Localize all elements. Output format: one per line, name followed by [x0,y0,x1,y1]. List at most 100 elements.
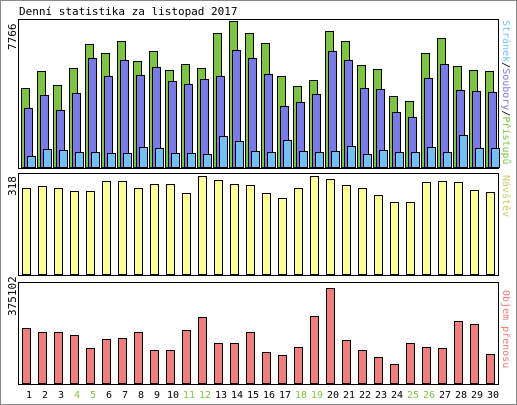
bar-middle-n-v-t-v-12 [198,176,207,275]
panel-middle-frame [18,173,499,276]
bar-top-str-nek-27 [443,152,452,168]
x-label-10: 10 [167,390,179,401]
bar-middle-n-v-t-v-27 [438,181,447,275]
top-ymax-label: 7766 [6,24,19,51]
x-label-16: 16 [263,390,275,401]
bar-middle-n-v-t-v-17 [278,198,287,275]
bar-bottom-objem-p-enosu-12 [198,317,207,384]
x-label-17: 17 [279,390,291,401]
bar-middle-n-v-t-v-20 [326,179,335,275]
bar-middle-n-v-t-v-23 [374,195,383,275]
bar-top-str-nek-14 [235,141,244,168]
x-label-18: 18 [295,390,307,401]
bar-middle-n-v-t-v-6 [102,181,111,275]
bar-bottom-objem-p-enosu-6 [102,339,111,384]
bar-bottom-objem-p-enosu-17 [278,355,287,384]
x-label-29: 29 [471,390,483,401]
bar-bottom-objem-p-enosu-18 [294,347,303,384]
x-label-15: 15 [247,390,259,401]
bar-bottom-objem-p-enosu-21 [342,340,351,384]
bar-middle-n-v-t-v-21 [342,185,351,275]
bar-bottom-objem-p-enosu-26 [422,347,431,384]
bar-middle-n-v-t-v-22 [358,188,367,275]
bar-bottom-objem-p-enosu-19 [310,316,319,384]
bar-top-str-nek-19 [315,152,324,168]
bar-middle-n-v-t-v-3 [54,188,63,275]
bar-middle-n-v-t-v-2 [38,186,47,275]
bar-middle-n-v-t-v-15 [246,185,255,275]
x-label-4: 4 [74,390,80,401]
bar-middle-n-v-t-v-9 [150,184,159,275]
x-label-3: 3 [58,390,64,401]
bar-top-soubory-7 [120,60,129,168]
bar-bottom-objem-p-enosu-22 [358,350,367,384]
bottom-ymax-label: 375102 [6,276,19,316]
bar-top-str-nek-15 [251,151,260,168]
bottom-legend: Objem přenosu [500,290,512,368]
panel-bottom-bars [22,288,495,384]
bar-top-str-nek-6 [107,153,116,168]
bar-middle-n-v-t-v-11 [182,193,191,275]
middle-legend: Návštěv [500,175,512,217]
x-label-12: 12 [199,390,211,401]
x-label-26: 26 [423,390,435,401]
x-label-2: 2 [42,390,48,401]
x-label-25: 25 [407,390,419,401]
bar-bottom-objem-p-enosu-15 [246,332,255,384]
panel-middle-bars [22,176,495,275]
bar-top-str-nek-7 [123,153,132,168]
bar-top-soubory-20 [328,51,337,168]
bar-middle-n-v-t-v-26 [422,182,431,275]
bar-middle-n-v-t-v-28 [454,182,463,275]
bar-middle-n-v-t-v-19 [310,176,319,275]
bar-bottom-objem-p-enosu-1 [22,328,31,384]
bar-top-str-nek-12 [203,154,212,168]
bar-top-str-nek-21 [347,146,356,168]
x-label-24: 24 [391,390,403,401]
bar-bottom-objem-p-enosu-3 [54,332,63,384]
bar-middle-n-v-t-v-24 [390,202,399,275]
bar-middle-n-v-t-v-18 [294,188,303,275]
bar-top-str-nek-1 [27,156,36,168]
bar-bottom-objem-p-enosu-25 [406,343,415,384]
bar-top-str-nek-18 [299,151,308,168]
x-label-9: 9 [154,390,160,401]
bar-bottom-objem-p-enosu-5 [86,348,95,384]
x-label-1: 1 [26,390,32,401]
middle-ymax-label: 318 [6,176,19,196]
x-label-14: 14 [231,390,243,401]
bar-middle-n-v-t-v-30 [486,192,495,275]
panel-top-bars [21,21,500,168]
bar-middle-n-v-t-v-16 [262,193,271,275]
panel-top-frame [18,19,499,169]
x-axis-labels: 1 2 3 4 5 6 7 8 9 10 11 12 13 14 15 16 17 18 19 20 21 22 23 24 2… [26,390,499,401]
bar-top-str-nek-28 [459,135,468,168]
bar-top-str-nek-3 [59,150,68,168]
bar-top-str-nek-24 [395,152,404,168]
bar-top-soubory-5 [88,58,97,168]
bar-middle-n-v-t-v-7 [118,181,127,275]
bar-middle-n-v-t-v-1 [22,188,31,275]
bar-bottom-objem-p-enosu-23 [374,357,383,384]
bar-top-str-nek-17 [283,140,292,168]
bar-top-str-nek-25 [411,152,420,168]
x-label-13: 13 [215,390,227,401]
bar-bottom-objem-p-enosu-8 [134,332,143,384]
legend-middle-item-0: Návštěv [500,175,512,217]
bar-middle-n-v-t-v-8 [134,188,143,275]
bar-bottom-objem-p-enosu-7 [118,338,127,384]
x-label-5: 5 [90,390,96,401]
bar-middle-n-v-t-v-5 [86,191,95,275]
bar-middle-n-v-t-v-10 [166,184,175,275]
bar-top-str-nek-4 [75,152,84,168]
x-label-27: 27 [439,390,451,401]
bar-bottom-objem-p-enosu-2 [38,332,47,384]
x-label-30: 30 [487,390,499,401]
legend-top-item-2: Soubory [500,68,511,110]
x-label-23: 23 [375,390,387,401]
bar-bottom-objem-p-enosu-10 [166,350,175,384]
panel-bottom-frame [18,282,499,385]
bar-top-str-nek-20 [331,151,340,168]
bar-middle-n-v-t-v-25 [406,202,415,275]
